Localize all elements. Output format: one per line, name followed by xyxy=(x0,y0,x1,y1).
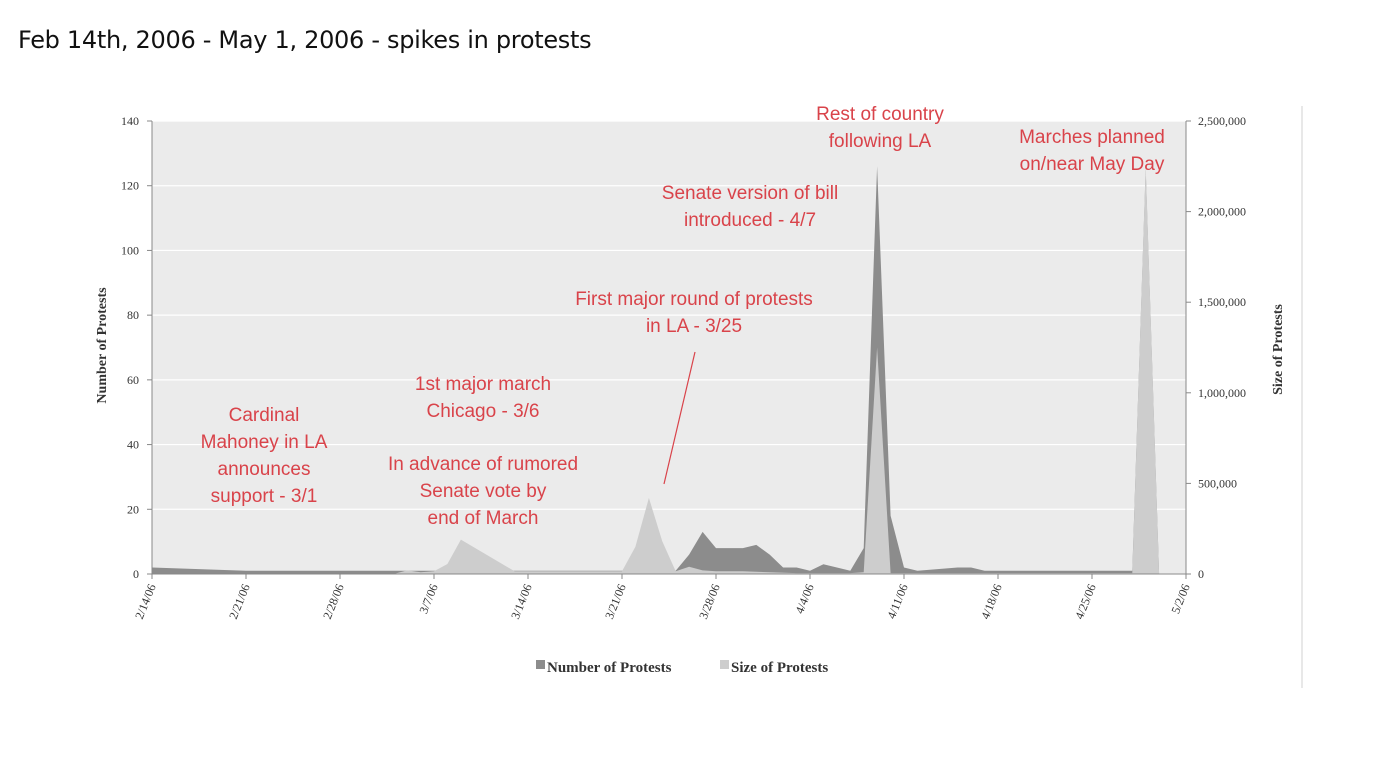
annotation-text: Marches planned on/near May Day xyxy=(1019,127,1165,175)
left-axis-title: Number of Protests xyxy=(95,287,110,404)
right-tick-label: 1,500,000 xyxy=(1198,295,1246,309)
right-tick-label: 2,500,000 xyxy=(1198,114,1246,128)
plot-background xyxy=(152,121,1186,574)
x-tick-label: 3/7/06 xyxy=(416,582,440,616)
gridlines xyxy=(152,120,1186,575)
slide-title: Feb 14th, 2006 - May 1, 2006 - spikes in… xyxy=(18,26,592,54)
annotation-text: Cardinal Mahoney in LA announces support - … xyxy=(201,405,328,507)
annotation-text: Rest of country following LA xyxy=(816,104,944,152)
legend-swatch xyxy=(720,660,729,669)
right-axis-ticks: 0 500,000 1,000,000 1,500,000 2,000,000 2,500… xyxy=(1186,114,1246,581)
left-tick-label: 0 xyxy=(133,567,139,581)
annotation-line: First major round of protests xyxy=(575,289,813,310)
annotation-pointer-line xyxy=(663,351,696,485)
annotation-line: In advance of rumored xyxy=(388,454,578,475)
annotation-line: Senate vote by xyxy=(420,481,547,502)
legend-label: Number of Protests xyxy=(547,660,672,676)
x-axis-ticks: 2/14/06 2/21/06 2/28/06 3/7/06 3/14/06 3/21/0… xyxy=(132,574,1193,621)
legend: Number of Protests Size of Protests xyxy=(536,660,828,676)
x-tick-label: 3/14/06 xyxy=(508,582,535,621)
annotation-text: In advance of rumored Senate vote by end o… xyxy=(388,454,578,529)
annotation-line: Chicago - 3/6 xyxy=(426,401,539,422)
right-axis-title: Size of Protests xyxy=(1271,304,1286,395)
x-tick-label: 4/18/06 xyxy=(978,582,1005,621)
left-tick-label: 120 xyxy=(121,179,139,193)
annotation-text: Senate version of bill introduced - 4/7 xyxy=(662,183,838,231)
annotation-line: following LA xyxy=(829,131,932,152)
x-tick-label: 2/21/06 xyxy=(226,582,253,621)
legend-label: Size of Protests xyxy=(731,660,828,676)
legend-swatch xyxy=(536,660,545,669)
annotation-line: in LA - 3/25 xyxy=(646,316,742,337)
x-tick-label: 4/11/06 xyxy=(884,582,911,621)
right-tick-label: 1,000,000 xyxy=(1198,386,1246,400)
annotation-line: Rest of country xyxy=(816,104,944,125)
right-tick-label: 500,000 xyxy=(1198,476,1237,490)
annotation-line: end of March xyxy=(428,508,539,529)
annotation-line: Senate version of bill xyxy=(662,183,838,204)
left-tick-label: 140 xyxy=(121,114,139,128)
annotation-line: 1st major march xyxy=(415,374,551,395)
annotation-line: announces xyxy=(218,459,311,480)
annotations: Cardinal Mahoney in LA announces support - … xyxy=(201,104,1165,529)
right-tick-label: 0 xyxy=(1198,567,1204,581)
left-tick-label: 100 xyxy=(121,243,139,257)
axes xyxy=(151,121,1187,575)
left-tick-label: 20 xyxy=(127,502,139,516)
right-tick-label: 2,000,000 xyxy=(1198,205,1246,219)
annotation-line: on/near May Day xyxy=(1020,154,1165,175)
annotation-line: Marches planned xyxy=(1019,127,1165,148)
annotation-line: support - 3/1 xyxy=(211,486,318,507)
x-tick-label: 4/25/06 xyxy=(1072,582,1099,621)
annotation-line: Cardinal xyxy=(229,405,300,426)
left-tick-label: 60 xyxy=(127,373,139,387)
x-tick-label: 2/14/06 xyxy=(132,582,159,621)
annotation-text: 1st major march Chicago - 3/6 xyxy=(415,374,551,422)
annotation-text: First major round of protests in LA - 3/2… xyxy=(575,289,813,337)
x-tick-label: 3/21/06 xyxy=(602,582,629,621)
left-tick-label: 80 xyxy=(127,308,139,322)
x-tick-label: 3/28/06 xyxy=(696,582,723,621)
left-tick-label: 40 xyxy=(127,438,139,452)
x-tick-label: 2/28/06 xyxy=(320,582,347,621)
annotation-line: introduced - 4/7 xyxy=(684,210,816,231)
x-tick-label: 5/2/06 xyxy=(1168,582,1192,616)
x-tick-label: 4/4/06 xyxy=(792,582,816,616)
annotation-line: Mahoney in LA xyxy=(201,432,328,453)
left-axis-ticks: 0 20 40 60 80 100 120 140 xyxy=(121,114,152,581)
